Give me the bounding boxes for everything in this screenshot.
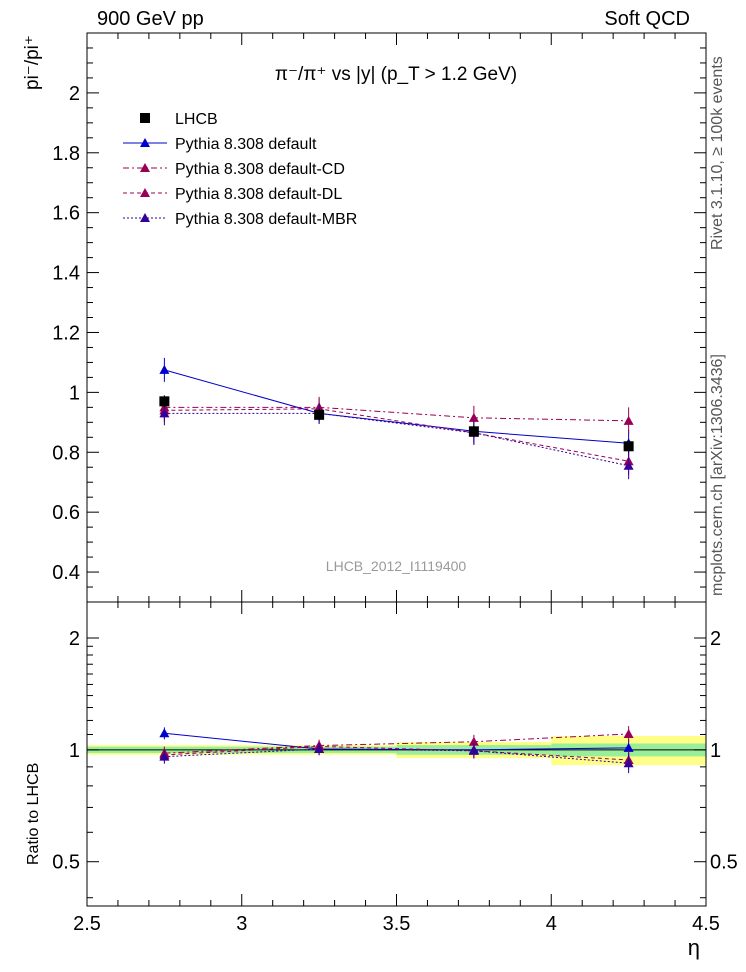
x-tick-label: 3.5 <box>383 913 411 935</box>
y-tick-label: 2 <box>69 83 80 105</box>
legend: LHCB Pythia 8.308 default Pythia 8.308 def… <box>123 111 357 228</box>
ratio-point <box>623 728 634 738</box>
legend-marker <box>140 138 150 147</box>
legend-label: Pythia 8.308 default-DL <box>175 186 342 203</box>
ratio-point <box>623 742 634 752</box>
y-tick-label: 0.4 <box>52 562 80 584</box>
legend-label: Pythia 8.308 default-MBR <box>175 211 357 228</box>
data-point <box>314 409 325 420</box>
data-point <box>623 441 634 452</box>
x-axis-label: η <box>688 935 700 960</box>
legend-label: Pythia 8.308 default <box>175 136 317 153</box>
x-tick-label: 4 <box>546 913 557 935</box>
header-right: Soft QCD <box>604 8 690 30</box>
ratio-series-line <box>164 748 629 764</box>
series-point <box>159 364 170 374</box>
series-point <box>159 408 170 418</box>
series-line <box>164 412 629 467</box>
series-line <box>164 406 629 422</box>
legend-marker <box>140 163 150 172</box>
data-point <box>159 396 170 407</box>
data-point <box>468 426 479 437</box>
ratio-y-tick-label: 1 <box>69 740 80 762</box>
series-line <box>164 369 629 444</box>
y-tick-label: 1.4 <box>52 263 80 285</box>
x-tick-label: 3 <box>236 913 247 935</box>
ratio-point <box>468 745 479 755</box>
watermark: LHCB_2012_I1119400 <box>326 558 467 574</box>
x-tick-label: 4.5 <box>692 913 720 935</box>
data-points <box>159 357 634 774</box>
ratio-bands <box>87 735 706 766</box>
series-point <box>468 412 479 422</box>
ratio-y-axis-label: Ratio to LHCB <box>25 763 42 865</box>
y-tick-label: 1.6 <box>52 203 80 225</box>
y-axis-label: pi⁻/pi⁺ <box>22 35 43 90</box>
ratio-point <box>159 728 170 738</box>
series-line <box>164 408 629 462</box>
y-tick-label: 1 <box>69 382 80 404</box>
ratio-y-tick-label-right: 2 <box>710 628 721 650</box>
ratio-y-tick-label: 0.5 <box>52 852 80 874</box>
header-left: 900 GeV pp <box>97 8 204 30</box>
series-point <box>623 460 634 470</box>
legend-label: Pythia 8.308 default-CD <box>175 161 345 178</box>
ratio-y-tick-label-right: 0.5 <box>710 852 738 874</box>
y-tick-label: 0.8 <box>52 442 80 464</box>
tick-labels: 2.5 3 3.5 4 4.5 0.4 0.6 0.8 1 1.2 1.4 1.6 1.8 2 0.5 0.5… <box>52 83 738 935</box>
mcplots-label: mcplots.cern.ch [arXiv:1306.3436] <box>709 354 726 596</box>
ratio-point <box>159 751 170 761</box>
series-point <box>623 415 634 425</box>
y-tick-label: 1.8 <box>52 143 80 165</box>
ratio-point <box>314 743 325 753</box>
y-tick-label: 0.6 <box>52 502 80 524</box>
rivet-label: Rivet 3.1.10, ≥ 100k events <box>709 56 726 250</box>
ratio-series-line <box>164 733 629 754</box>
series-lines <box>164 369 629 764</box>
ratio-point <box>623 758 634 768</box>
legend-marker-data <box>140 113 150 123</box>
x-tick-label: 2.5 <box>73 913 101 935</box>
ratio-plot-frame <box>86 601 707 907</box>
ratio-point <box>468 736 479 746</box>
ratio-y-tick-label-right: 1 <box>710 740 721 762</box>
y-tick-label: 1.2 <box>52 322 80 344</box>
legend-marker <box>140 188 150 197</box>
plot-title: π⁻/π⁺ vs |y| (p_T > 1.2 GeV) <box>275 64 517 85</box>
legend-label-data: LHCB <box>175 111 218 128</box>
ratio-series-line <box>164 745 629 761</box>
legend-marker <box>140 213 150 222</box>
ratio-y-tick-label: 2 <box>69 628 80 650</box>
